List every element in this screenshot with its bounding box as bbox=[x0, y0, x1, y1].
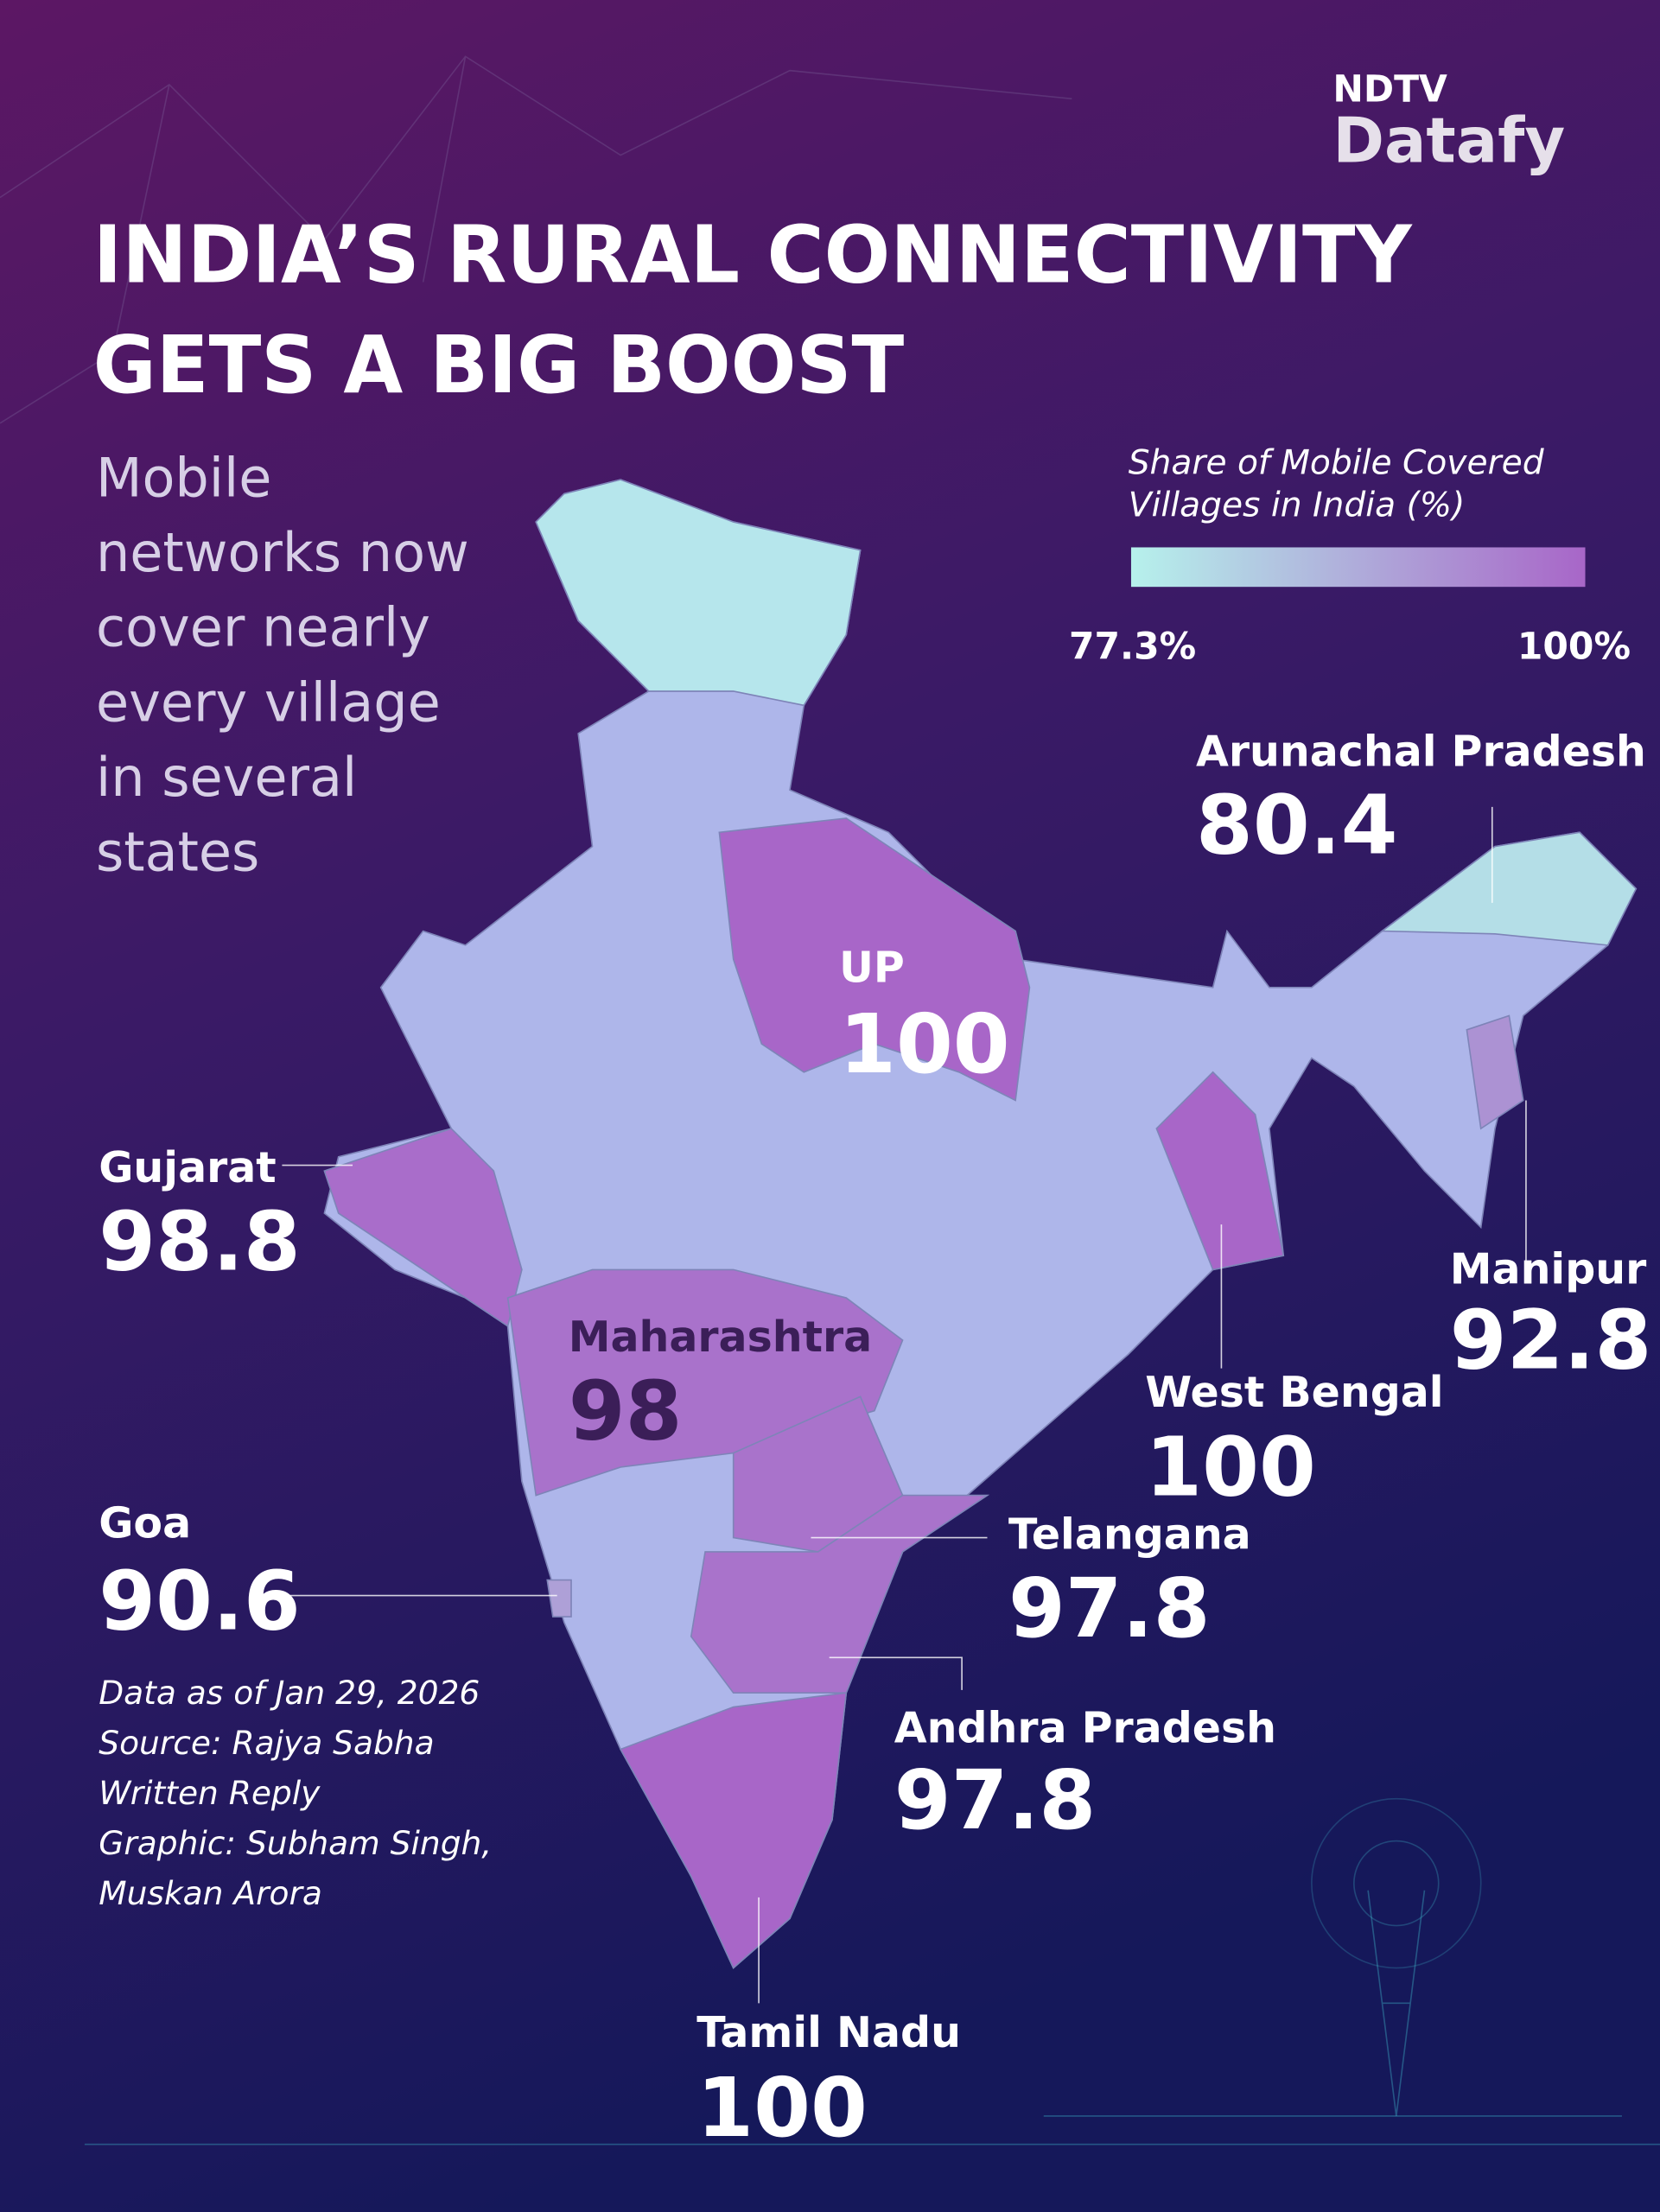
logo-top: NDTV bbox=[1332, 69, 1447, 111]
source-note: Graphic: Subham Singh, bbox=[99, 1824, 492, 1862]
source-note: Source: Rajya Sabha bbox=[99, 1724, 434, 1762]
leader-lines bbox=[282, 806, 1527, 2004]
subtitle: cover nearly bbox=[96, 596, 430, 659]
source-note: Written Reply bbox=[99, 1774, 321, 1812]
state-shape bbox=[690, 1494, 990, 1694]
state-value: 97.8 bbox=[894, 1753, 1097, 1848]
state-name: West Bengal bbox=[1145, 1368, 1443, 1417]
state-name: Gujarat bbox=[99, 1143, 276, 1192]
subtitle: networks now bbox=[96, 521, 469, 584]
legend-bar bbox=[1130, 547, 1586, 588]
title: GETS A BIG BOOST bbox=[93, 319, 904, 411]
state-name: Maharashtra bbox=[569, 1313, 872, 1362]
state-value: 98.8 bbox=[99, 1194, 301, 1289]
state-shape bbox=[1380, 831, 1638, 946]
state-value: 100 bbox=[839, 997, 1010, 1092]
state-value: 98 bbox=[569, 1363, 683, 1459]
state-value: 90.6 bbox=[99, 1554, 301, 1649]
subtitle: every village bbox=[96, 671, 441, 734]
title: INDIA’S RURAL CONNECTIVITY bbox=[93, 209, 1414, 302]
state-name: UP bbox=[839, 943, 905, 992]
logo-bottom: Datafy bbox=[1332, 105, 1565, 177]
legend-max: 100% bbox=[1517, 626, 1631, 668]
legend-title: Share of Mobile Covered bbox=[1129, 444, 1545, 483]
state-value: 97.8 bbox=[1008, 1561, 1211, 1656]
subtitle: in several bbox=[96, 746, 357, 809]
state-name: Tamil Nadu bbox=[696, 2008, 961, 2057]
state-name: Andhra Pradesh bbox=[894, 1703, 1276, 1752]
source-note: Muskan Arora bbox=[99, 1874, 322, 1912]
subtitle: Mobile bbox=[96, 447, 271, 510]
state-name: Telangana bbox=[1008, 1510, 1251, 1560]
state-value: 92.8 bbox=[1450, 1294, 1652, 1389]
state-name: Arunachal Pradesh bbox=[1196, 728, 1646, 777]
state-shape bbox=[546, 1579, 572, 1618]
legend-min: 77.3% bbox=[1069, 626, 1196, 668]
state-value: 100 bbox=[1145, 1421, 1316, 1516]
state-shape bbox=[1155, 1071, 1285, 1271]
state-shape bbox=[506, 1268, 904, 1497]
state-shape bbox=[1466, 1014, 1524, 1130]
subtitle: states bbox=[96, 820, 259, 883]
state-shape bbox=[619, 1692, 848, 1969]
legend-title: Villages in India (%) bbox=[1129, 486, 1466, 525]
state-name: Manipur bbox=[1450, 1245, 1646, 1294]
state-shape bbox=[718, 817, 1031, 1102]
jammu-kashmir-shape bbox=[535, 479, 862, 707]
network-decor bbox=[0, 55, 1660, 2145]
state-value: 80.4 bbox=[1196, 779, 1398, 874]
state-value: 100 bbox=[696, 2061, 868, 2156]
source-note: Data as of Jan 29, 2026 bbox=[99, 1674, 480, 1712]
state-name: Goa bbox=[99, 1499, 191, 1548]
